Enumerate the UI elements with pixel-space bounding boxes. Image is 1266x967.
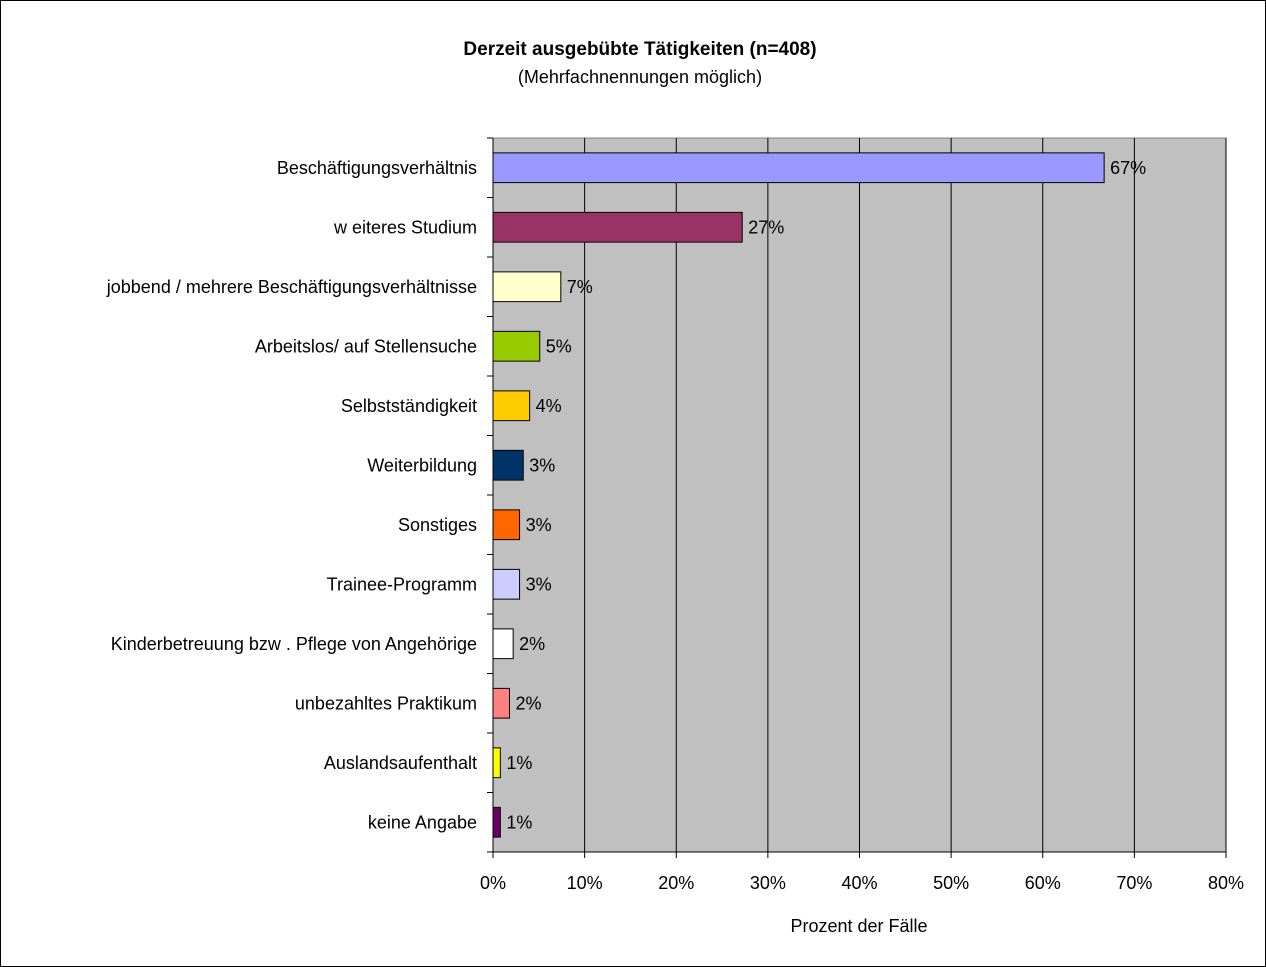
x-tick-labels: 0% 10% 20% 30% 40% 50% 60% 70% 80% (480, 873, 1244, 893)
category-label: unbezahltes Praktikum (295, 693, 477, 713)
axes (487, 137, 1227, 858)
data-label: 3% (526, 574, 552, 594)
chart-subtitle: (Mehrfachnennungen möglich) (518, 67, 762, 87)
data-label: 3% (529, 455, 555, 475)
data-label: 5% (546, 336, 572, 356)
category-label: Arbeitslos/ auf Stellensuche (255, 336, 477, 356)
x-tick-label: 60% (1025, 873, 1061, 893)
data-label: 4% (536, 396, 562, 416)
bar (492, 330, 541, 362)
data-label: 1% (506, 753, 532, 773)
category-label: Kinderbetreuung bzw . Pflege von Angehör… (111, 634, 477, 654)
bar (492, 687, 510, 719)
bar (492, 568, 521, 600)
x-tick-label: 50% (933, 873, 969, 893)
category-label: w eiteres Studium (333, 217, 477, 237)
data-label: 2% (515, 693, 541, 713)
data-label: 1% (506, 812, 532, 832)
bar (492, 271, 562, 303)
bar (492, 390, 531, 422)
x-tick-label: 30% (750, 873, 786, 893)
data-label: 27% (748, 217, 784, 237)
bar (492, 509, 521, 541)
bars (492, 152, 1105, 838)
x-tick-label: 0% (480, 873, 506, 893)
data-label: 67% (1110, 158, 1146, 178)
category-label: Auslandsaufenthalt (324, 753, 477, 773)
x-tick-label: 80% (1208, 873, 1244, 893)
x-axis-label: Prozent der Fälle (790, 916, 927, 936)
data-label: 2% (519, 634, 545, 654)
x-tick-label: 20% (658, 873, 694, 893)
data-label: 7% (567, 277, 593, 297)
bar (492, 152, 1105, 184)
bar (492, 211, 743, 243)
bar (492, 806, 501, 838)
category-label: Weiterbildung (367, 455, 477, 475)
gridlines (584, 138, 1227, 852)
chart-title: Derzeit ausgebübte Tätigkeiten (n=408) (463, 39, 816, 60)
bar (492, 449, 524, 481)
category-label: Beschäftigungsverhältnis (277, 158, 477, 178)
x-tick-label: 40% (841, 873, 877, 893)
category-label: Trainee-Programm (327, 574, 477, 594)
category-label: jobbend / mehrere Beschäftigungsverhältn… (106, 277, 477, 297)
category-label: Sonstiges (398, 515, 477, 535)
category-labels: Beschäftigungsverhältnis w eiteres Studiu… (106, 158, 477, 833)
category-label: keine Angabe (368, 812, 477, 832)
data-label: 3% (526, 515, 552, 535)
bar (492, 747, 501, 779)
data-labels: 67% 27% 7% 5% 4% 3% 3% 3% 2% 2% 1% 1% (506, 158, 1146, 833)
x-tick-label: 70% (1116, 873, 1152, 893)
category-label: Selbstständigkeit (341, 396, 477, 416)
x-tick-label: 10% (567, 873, 603, 893)
bar (492, 628, 514, 660)
